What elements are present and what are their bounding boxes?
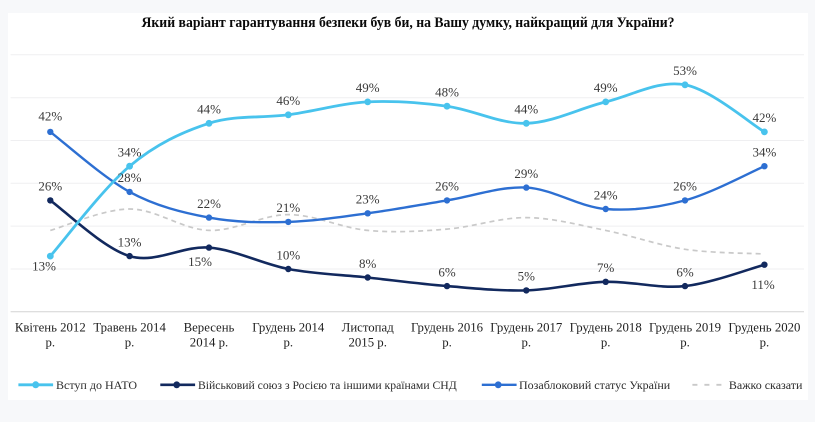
svg-text:Грудень 2018: Грудень 2018: [570, 321, 642, 335]
svg-text:49%: 49%: [594, 80, 618, 95]
svg-text:42%: 42%: [38, 108, 62, 123]
svg-text:2015 р.: 2015 р.: [349, 336, 387, 350]
svg-text:34%: 34%: [752, 145, 776, 160]
svg-text:21%: 21%: [276, 200, 300, 215]
svg-text:34%: 34%: [118, 145, 142, 160]
svg-text:Грудень 2019: Грудень 2019: [649, 321, 721, 335]
svg-text:5%: 5%: [518, 269, 536, 284]
svg-text:6%: 6%: [438, 264, 456, 279]
svg-text:2014 р.: 2014 р.: [190, 336, 228, 350]
svg-text:р.: р.: [680, 336, 690, 350]
svg-text:Квітень 2012: Квітень 2012: [15, 321, 86, 335]
svg-text:Вересень: Вересень: [184, 321, 235, 335]
svg-text:53%: 53%: [673, 63, 697, 78]
svg-text:42%: 42%: [752, 110, 776, 125]
svg-text:р.: р.: [442, 336, 452, 350]
svg-text:24%: 24%: [594, 187, 618, 202]
svg-text:13%: 13%: [32, 259, 56, 274]
svg-text:Важко сказати: Важко сказати: [729, 378, 803, 392]
svg-text:10%: 10%: [276, 247, 300, 262]
svg-text:р.: р.: [283, 336, 293, 350]
svg-text:8%: 8%: [359, 256, 377, 271]
svg-text:26%: 26%: [673, 179, 697, 194]
svg-text:15%: 15%: [188, 254, 212, 269]
svg-text:Травень 2014: Травень 2014: [93, 321, 166, 335]
svg-text:Військовий союз з Росією та ін: Військовий союз з Росією та іншими країн…: [198, 378, 457, 392]
svg-text:Грудень 2014: Грудень 2014: [252, 321, 325, 335]
svg-text:р.: р.: [45, 336, 55, 350]
svg-text:Грудень 2016: Грудень 2016: [411, 321, 484, 335]
svg-text:р.: р.: [125, 336, 135, 350]
svg-text:Грудень 2020: Грудень 2020: [728, 321, 800, 335]
svg-text:Який варіант гарантування безп: Який варіант гарантування безпеки був би…: [142, 15, 675, 31]
svg-text:23%: 23%: [356, 192, 380, 207]
svg-text:11%: 11%: [751, 277, 775, 292]
svg-text:Позаблоковий статус України: Позаблоковий статус України: [519, 378, 671, 392]
svg-text:22%: 22%: [197, 196, 221, 211]
svg-text:р.: р.: [601, 336, 611, 350]
svg-text:49%: 49%: [356, 80, 380, 95]
svg-text:28%: 28%: [118, 170, 142, 185]
svg-text:13%: 13%: [118, 234, 142, 249]
svg-text:29%: 29%: [514, 166, 538, 181]
svg-text:44%: 44%: [197, 102, 221, 117]
svg-text:44%: 44%: [514, 102, 538, 117]
svg-text:Листопад: Листопад: [342, 321, 395, 335]
svg-text:7%: 7%: [597, 260, 615, 275]
svg-text:46%: 46%: [276, 93, 300, 108]
svg-text:48%: 48%: [435, 85, 459, 100]
svg-text:6%: 6%: [676, 264, 694, 279]
svg-text:р.: р.: [521, 336, 531, 350]
svg-text:Грудень 2017: Грудень 2017: [490, 321, 563, 335]
svg-text:26%: 26%: [435, 179, 459, 194]
svg-text:Вступ до НАТО: Вступ до НАТО: [56, 378, 137, 392]
svg-text:26%: 26%: [38, 179, 62, 194]
svg-text:р.: р.: [760, 336, 770, 350]
